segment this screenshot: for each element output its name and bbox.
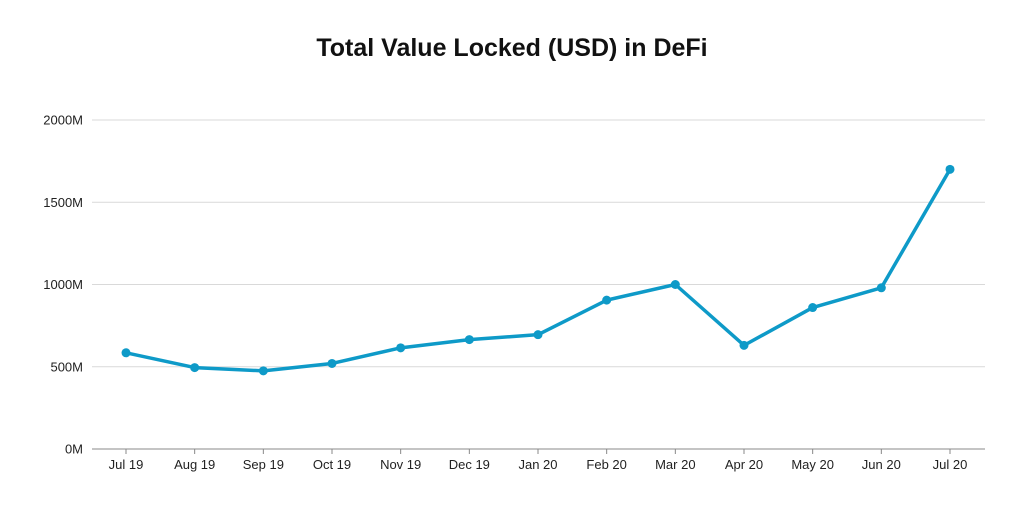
data-point [876,283,886,293]
x-tick-label: Mar 20 [655,457,695,472]
x-tick-label: Oct 19 [313,457,351,472]
data-point [327,358,337,368]
x-tick-label: Nov 19 [380,457,421,472]
x-tick-label: May 20 [791,457,834,472]
data-point [670,280,680,289]
x-tick-label: Jul 20 [933,457,968,472]
x-tick-label: Sep 19 [243,457,284,472]
y-tick-label: 0M [65,442,83,457]
x-tick-label: Jun 20 [862,457,901,472]
data-point [121,348,131,358]
data-point [190,363,200,373]
y-tick-label: 500M [50,359,83,374]
data-point [258,366,268,376]
x-tick-label: Jul 19 [109,457,144,472]
data-point [602,295,612,305]
data-point [464,335,474,345]
data-point [808,303,818,313]
data-point [396,343,406,353]
data-point [945,164,955,174]
x-tick-label: Apr 20 [725,457,763,472]
y-tick-label: 2000M [43,113,83,128]
y-tick-label: 1000M [43,277,83,292]
x-tick-label: Aug 19 [174,457,215,472]
data-point [739,340,749,350]
y-tick-label: 1500M [43,195,83,210]
data-point [533,330,543,340]
x-tick-label: Feb 20 [586,457,626,472]
x-tick-label: Jan 20 [518,457,557,472]
chart-title: Total Value Locked (USD) in DeFi [316,34,708,62]
x-tick-label: Dec 19 [449,457,490,472]
series-line [124,167,952,373]
